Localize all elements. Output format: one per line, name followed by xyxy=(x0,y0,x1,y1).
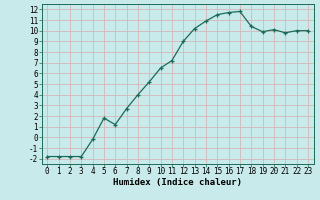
X-axis label: Humidex (Indice chaleur): Humidex (Indice chaleur) xyxy=(113,178,242,187)
